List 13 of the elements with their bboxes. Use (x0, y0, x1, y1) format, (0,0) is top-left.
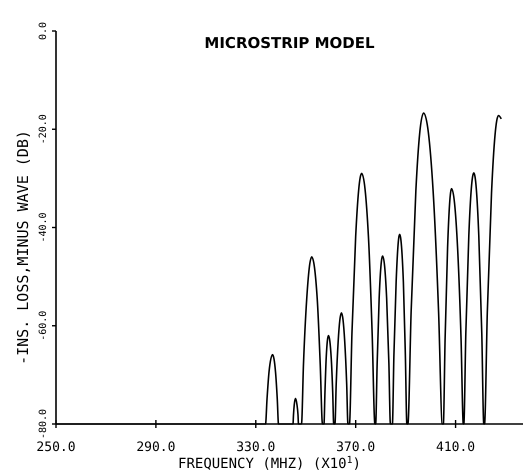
chart-title: MICROSTRIP MODEL (204, 34, 376, 52)
y-tick-label: -80.0 (38, 408, 49, 440)
x-tick-label: 370.0 (336, 440, 376, 455)
y-tick-label: -60.0 (38, 310, 49, 341)
x-tick-label: 410.0 (436, 440, 476, 455)
y-tick-label: 0.0 (38, 22, 49, 40)
y-axis-title: -INS. LOSS,MINUS WAVE (DB) (14, 130, 32, 365)
x-tick-label: 290.0 (136, 440, 176, 455)
y-tick-label: -20.0 (38, 114, 49, 144)
x-tick-label: 250.0 (36, 440, 76, 455)
x-axis-title: FREQUENCY (MHZ) (X10$^{1}$) (178, 454, 361, 472)
x-tick-label: 330.0 (236, 440, 276, 455)
y-tick-label: -40.0 (38, 212, 49, 243)
